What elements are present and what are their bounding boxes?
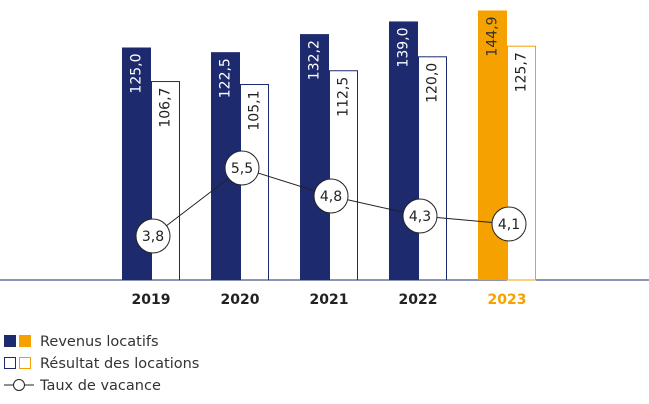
legend-icon <box>19 335 31 347</box>
line-marker <box>491 206 527 242</box>
x-tick-label: 2022 <box>399 292 438 308</box>
legend-icon <box>4 357 16 369</box>
bar <box>418 56 447 281</box>
value-label: 144,9 <box>485 16 501 56</box>
line-marker <box>313 178 349 214</box>
value-label: 5,5 <box>231 161 253 177</box>
bar <box>300 34 329 280</box>
legend-label: Résultat des locations <box>40 356 199 372</box>
value-label: 105,1 <box>247 91 263 131</box>
value-label: 4,3 <box>409 209 431 225</box>
bar <box>329 70 358 281</box>
legend-icon <box>4 335 16 347</box>
value-label: 125,0 <box>129 54 145 94</box>
value-label: 112,5 <box>336 77 352 117</box>
x-tick-label: 2023 <box>488 292 527 308</box>
line-marker <box>135 218 171 254</box>
legend-label: Revenus locatifs <box>40 334 159 350</box>
line-marker <box>224 150 260 186</box>
x-tick-label: 2021 <box>310 292 349 308</box>
x-tick-label: 2020 <box>221 292 260 308</box>
bar <box>389 21 418 281</box>
legend-label: Taux de vacance <box>39 378 161 394</box>
value-label: 120,0 <box>425 63 441 103</box>
value-label: 132,2 <box>307 40 323 80</box>
value-label: 122,5 <box>218 58 234 98</box>
value-label: 4,8 <box>320 189 342 205</box>
value-label: 4,1 <box>498 217 520 233</box>
value-label: 139,0 <box>396 27 412 67</box>
line-marker <box>402 198 438 234</box>
legend-icon <box>13 379 25 391</box>
x-tick-label: 2019 <box>132 292 171 308</box>
value-label: 106,7 <box>158 88 174 128</box>
legend-icon <box>19 357 31 369</box>
bar <box>507 45 536 281</box>
value-label: 125,7 <box>514 52 530 92</box>
value-label: 3,8 <box>142 229 164 245</box>
